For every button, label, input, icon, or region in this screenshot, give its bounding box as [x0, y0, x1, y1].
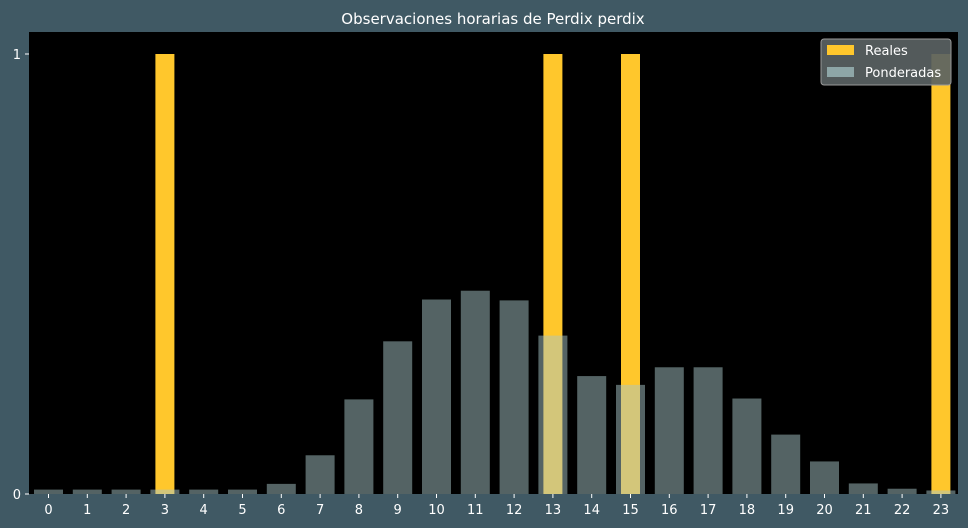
bar-ponderadas-16 — [654, 367, 684, 494]
plot-area — [29, 32, 958, 494]
x-axis-ticks: 0 1 2 3 4 5 6 7 8 9 10 11 12 13 14 15 16 17 18 19 20 21 22 23 — [44, 494, 949, 518]
x-tick-label-0: 0 — [44, 503, 52, 518]
x-tick-label-22: 22 — [894, 503, 911, 518]
x-tick-label-15: 15 — [622, 503, 639, 518]
bar-reales-3 — [155, 54, 175, 494]
bar-reales-15 — [621, 54, 640, 494]
legend-swatch-reales — [827, 45, 854, 55]
legend: Reales Ponderadas — [820, 38, 952, 86]
x-tick-label-21: 21 — [855, 503, 872, 518]
bar-ponderadas-19 — [771, 434, 801, 494]
bar-ponderadas-15 — [616, 384, 645, 494]
bar-ponderadas-18 — [732, 398, 762, 494]
bar-ponderadas-22 — [887, 488, 917, 494]
legend-swatch-ponderadas — [827, 67, 854, 77]
x-tick-label-3: 3 — [161, 503, 169, 518]
bar-ponderadas-14 — [577, 376, 607, 494]
x-tick-label-4: 4 — [200, 503, 208, 518]
bar-ponderadas-11 — [460, 290, 490, 494]
bar-ponderadas-12 — [499, 300, 529, 494]
x-tick-label-16: 16 — [661, 503, 678, 518]
bar-ponderadas-13 — [538, 335, 568, 494]
bar-ponderadas-20 — [810, 461, 839, 494]
bar-ponderadas-2 — [111, 489, 141, 494]
x-tick-label-20: 20 — [816, 503, 833, 518]
bar-ponderadas-21 — [848, 483, 878, 494]
bar-ponderadas-6 — [266, 483, 296, 494]
x-tick-label-5: 5 — [238, 503, 246, 518]
legend-label-reales: Reales — [865, 44, 908, 59]
bar-ponderadas-0 — [34, 489, 63, 494]
bar-ponderadas-8 — [344, 399, 374, 494]
x-tick-label-12: 12 — [506, 503, 523, 518]
legend-label-ponderadas: Ponderadas — [865, 66, 941, 81]
x-tick-label-1: 1 — [83, 503, 91, 518]
x-tick-label-19: 19 — [777, 503, 794, 518]
chart-title: Observaciones horarias de Perdix perdix — [341, 10, 645, 28]
x-tick-label-2: 2 — [122, 503, 130, 518]
y-tick-label-1: 1 — [13, 48, 21, 63]
x-tick-label-9: 9 — [394, 503, 402, 518]
bar-ponderadas-3 — [150, 489, 180, 494]
x-tick-label-14: 14 — [583, 503, 600, 518]
x-tick-label-11: 11 — [467, 503, 484, 518]
x-tick-label-23: 23 — [933, 503, 950, 518]
bar-reales-23 — [931, 54, 951, 494]
bar-ponderadas-17 — [693, 367, 723, 494]
bar-ponderadas-7 — [305, 455, 335, 494]
x-tick-label-17: 17 — [700, 503, 717, 518]
x-tick-label-13: 13 — [545, 503, 562, 518]
x-tick-label-7: 7 — [316, 503, 324, 518]
x-tick-label-6: 6 — [277, 503, 285, 518]
bar-ponderadas-5 — [228, 489, 257, 494]
bar-ponderadas-1 — [72, 489, 102, 494]
y-tick-label-0: 0 — [13, 488, 21, 503]
bar-ponderadas-4 — [189, 489, 219, 494]
x-tick-label-10: 10 — [428, 503, 445, 518]
series-ponderadas — [34, 290, 956, 494]
x-tick-label-18: 18 — [739, 503, 756, 518]
bar-ponderadas-23 — [926, 490, 956, 494]
bar-ponderadas-9 — [383, 341, 413, 494]
bar-ponderadas-10 — [422, 299, 451, 494]
y-axis-ticks: 01 — [13, 48, 29, 503]
x-tick-label-8: 8 — [355, 503, 363, 518]
